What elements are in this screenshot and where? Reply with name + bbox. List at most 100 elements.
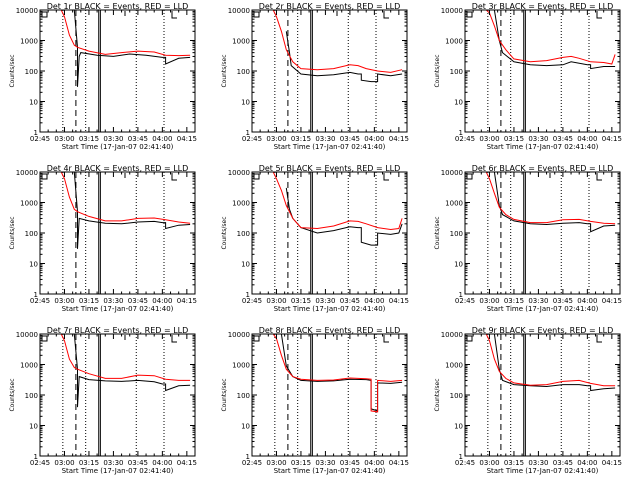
- panel-det-3r: 1 10 100 1000 10000 02:45 03:00 03:15 03:30 03:45…: [434, 2, 622, 151]
- x-tick-label: 03:30: [103, 459, 123, 467]
- lld-series-line: [60, 334, 191, 381]
- x-tick-label: 03:15: [79, 135, 99, 143]
- events-series-line: [73, 10, 191, 87]
- corner-mark-right: [383, 11, 389, 19]
- y-tick-label: 10: [241, 261, 250, 269]
- y-tick-label: 100: [25, 392, 38, 400]
- x-tick-label: 04:15: [389, 135, 409, 143]
- lld-series-line: [485, 334, 616, 387]
- x-tick-label: 03:45: [128, 459, 148, 467]
- lld-series-line: [60, 172, 191, 224]
- x-tick-label: 02:45: [30, 459, 50, 467]
- lld-series-line: [272, 334, 403, 413]
- y-tick-label: 10000: [228, 331, 250, 339]
- panel-det-6r: 1 10 100 1000 10000 02:45 03:00 03:15 03:30 03:45…: [434, 164, 622, 313]
- x-tick-label: 02:45: [242, 297, 262, 305]
- x-tick-label: 03:30: [528, 459, 548, 467]
- y-tick-label: 10000: [441, 7, 463, 15]
- x-tick-label: 04:00: [577, 459, 597, 467]
- x-tick-label: 03:00: [266, 297, 286, 305]
- corner-mark-right: [171, 335, 177, 343]
- x-tick-label: 04:15: [602, 135, 622, 143]
- x-tick-label: 03:15: [504, 135, 524, 143]
- y-tick-label: 1000: [445, 38, 463, 46]
- corner-mark-right: [171, 173, 177, 181]
- x-tick-label: 03:15: [291, 297, 311, 305]
- x-tick-label: 03:45: [128, 135, 148, 143]
- x-axis-label: Start Time (17-Jan-07 02:41:40): [487, 467, 599, 475]
- y-tick-label: 10: [454, 261, 463, 269]
- y-tick-label: 10: [454, 423, 463, 431]
- x-tick-label: 03:00: [479, 135, 499, 143]
- lld-series-line: [60, 10, 191, 57]
- corner-mark-right: [383, 335, 389, 343]
- panel-det-1r: 1 10 100 1000 10000 02:45 03:00 03:15 03:30 03:45…: [9, 2, 197, 151]
- y-tick-label: 100: [450, 392, 463, 400]
- corner-mark-right: [596, 173, 602, 181]
- x-tick-label: 03:30: [315, 135, 335, 143]
- corner-mark-right: [596, 11, 602, 19]
- x-tick-label: 04:00: [364, 135, 384, 143]
- y-tick-label: 1000: [445, 362, 463, 370]
- y-axis-label: Counts/sec: [434, 216, 441, 249]
- events-series-line: [73, 172, 191, 249]
- x-tick-label: 04:00: [577, 135, 597, 143]
- corner-mark-right: [171, 11, 177, 19]
- corner-mark-left: [466, 335, 473, 342]
- x-tick-label: 03:45: [553, 135, 573, 143]
- events-series-line: [493, 334, 616, 392]
- panel-title: Det 8r BLACK = Events, RED = LLD: [259, 326, 401, 335]
- x-tick-label: 02:45: [455, 297, 475, 305]
- y-tick-label: 10: [29, 99, 38, 107]
- y-axis-label: Counts/sec: [9, 378, 16, 411]
- y-tick-label: 10000: [16, 331, 38, 339]
- corner-mark-left: [41, 335, 48, 342]
- y-tick-label: 100: [25, 230, 38, 238]
- y-tick-label: 10: [454, 99, 463, 107]
- events-series-line: [285, 31, 403, 83]
- y-tick-label: 10000: [228, 169, 250, 177]
- x-tick-label: 04:00: [152, 459, 172, 467]
- x-tick-label: 04:15: [602, 459, 622, 467]
- x-tick-label: 04:15: [389, 459, 409, 467]
- y-tick-label: 1000: [445, 200, 463, 208]
- y-tick-label: 1: [459, 129, 463, 137]
- events-series-line: [493, 10, 616, 70]
- y-tick-label: 1000: [20, 362, 38, 370]
- x-tick-label: 03:30: [315, 297, 335, 305]
- y-tick-label: 10000: [441, 169, 463, 177]
- corner-mark-left: [41, 173, 48, 180]
- y-tick-label: 1: [459, 291, 463, 299]
- y-axis-label: Counts/sec: [221, 216, 228, 249]
- x-tick-label: 03:30: [103, 297, 123, 305]
- x-tick-label: 03:00: [54, 135, 74, 143]
- x-tick-label: 04:00: [577, 297, 597, 305]
- x-tick-label: 03:00: [479, 297, 499, 305]
- panel-title: Det 6r BLACK = Events, RED = LLD: [472, 164, 614, 173]
- corner-mark-left: [41, 11, 48, 18]
- panel-det-2r: 1 10 100 1000 10000 02:45 03:00 03:15 03:30 03:45…: [221, 2, 409, 151]
- y-tick-label: 10: [29, 261, 38, 269]
- y-tick-label: 1: [34, 453, 38, 461]
- y-tick-label: 1000: [20, 200, 38, 208]
- x-tick-label: 04:15: [177, 459, 197, 467]
- y-tick-label: 10000: [441, 331, 463, 339]
- x-tick-label: 03:45: [553, 459, 573, 467]
- y-tick-label: 100: [237, 68, 250, 76]
- events-series-line: [493, 172, 616, 233]
- x-tick-label: 04:00: [152, 297, 172, 305]
- y-axis-label: Counts/sec: [9, 54, 16, 87]
- x-tick-label: 04:00: [364, 297, 384, 305]
- lld-series-line: [272, 172, 403, 231]
- y-tick-label: 1: [34, 129, 38, 137]
- y-tick-label: 1: [246, 291, 250, 299]
- x-tick-label: 03:30: [528, 297, 548, 305]
- y-tick-label: 100: [237, 392, 250, 400]
- panel-title: Det 5r BLACK = Events, RED = LLD: [259, 164, 401, 173]
- x-tick-label: 04:15: [602, 297, 622, 305]
- x-tick-label: 03:15: [291, 459, 311, 467]
- corner-mark-left: [253, 173, 260, 180]
- x-axis-label: Start Time (17-Jan-07 02:41:40): [274, 467, 386, 475]
- y-tick-label: 1: [246, 129, 250, 137]
